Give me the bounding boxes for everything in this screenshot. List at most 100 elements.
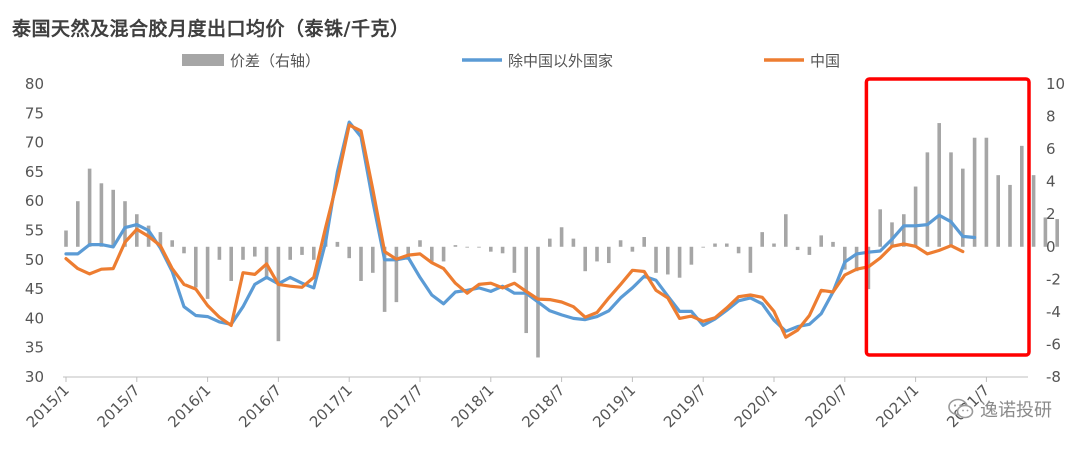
y-left-tick-label: 65 — [25, 163, 44, 181]
y-right-tick-label: -2 — [1046, 270, 1061, 288]
series-line-rest — [64, 120, 977, 333]
legend-swatch-bar — [182, 54, 224, 66]
x-tick-label: 2021/1 — [872, 381, 922, 431]
legend: 价差（右轴） 除中国以外国家 中国 — [182, 52, 840, 70]
diff-bar — [984, 137, 989, 247]
diff-bar — [441, 246, 446, 262]
diff-bar — [878, 209, 882, 247]
diff-bar — [394, 246, 399, 303]
diff-bar — [312, 246, 316, 260]
y-right-tick-label: 4 — [1046, 173, 1056, 191]
diff-bar — [559, 227, 564, 247]
diff-bar — [748, 246, 753, 273]
y-right-tick-label: 6 — [1046, 140, 1056, 158]
diff-bar — [1020, 145, 1024, 247]
diff-bar — [276, 246, 281, 342]
x-tick-label: 2018/1 — [448, 381, 498, 431]
diff-bar — [465, 246, 469, 248]
diff-bar — [500, 246, 505, 254]
y-left-tick-label: 80 — [25, 75, 44, 93]
diff-bar — [736, 246, 741, 254]
diff-bar — [123, 201, 127, 247]
diff-bar — [229, 246, 233, 281]
diff-bar — [170, 240, 174, 247]
diff-bar — [87, 168, 92, 247]
x-tick-label: 2016/7 — [235, 381, 285, 431]
diff-bar — [902, 214, 906, 247]
diff-bar — [489, 246, 493, 252]
x-tick-label: 2017/1 — [306, 381, 356, 431]
diff-bar — [607, 246, 611, 264]
diff-bar — [194, 246, 198, 288]
x-tick-label: 2016/1 — [164, 381, 214, 431]
diff-bar — [406, 246, 410, 260]
diff-bar — [371, 246, 375, 273]
legend-label-china: 中国 — [810, 52, 840, 70]
diff-bar — [937, 123, 941, 247]
diff-bar — [890, 222, 894, 247]
diff-bar — [64, 230, 68, 247]
diff-bar — [217, 246, 222, 260]
y-right-tick-label: -8 — [1046, 368, 1061, 386]
diff-bar — [583, 246, 587, 272]
x-tick-label: 2017/7 — [377, 381, 427, 431]
x-tick-label: 2019/1 — [589, 381, 639, 431]
y-right-tick-label: 0 — [1046, 238, 1056, 256]
diff-bar — [677, 246, 682, 278]
diff-bar — [795, 246, 800, 251]
y-right-tick-label: 10 — [1046, 75, 1065, 93]
diff-bar — [111, 189, 115, 247]
diff-bar — [760, 232, 764, 247]
axes: 30 35 40 45 50 55 60 65 70 75 80 -8 -6 -4 -2 0 2 4 6 8 10 201… — [23, 75, 1065, 431]
x-tick-label: 2015/1 — [23, 381, 73, 431]
legend-label-rest: 除中国以外国家 — [508, 52, 613, 70]
diff-bar — [382, 246, 387, 312]
series-line-china — [64, 123, 965, 339]
diff-bar — [359, 246, 363, 281]
legend-label-diff: 价差（右轴） — [230, 52, 320, 70]
y-left-tick-label: 60 — [25, 192, 44, 210]
diff-bar — [949, 152, 953, 247]
diff-bar — [1031, 175, 1036, 247]
diff-bar — [335, 241, 340, 247]
diff-bar — [772, 243, 776, 247]
diff-bar — [689, 246, 694, 265]
diff-bar — [300, 246, 304, 255]
diff-bar — [241, 246, 245, 260]
y-right-tick-label: 8 — [1046, 108, 1056, 126]
watermark: 逸诺投研 — [948, 396, 1052, 422]
diff-bar — [453, 245, 458, 247]
chart-title: 泰国天然及混合胶月度出口均价（泰铢/千克） — [12, 18, 410, 40]
diff-bar — [477, 246, 481, 248]
diff-bar — [913, 186, 918, 247]
diff-bar — [843, 246, 847, 270]
diff-bar — [630, 246, 635, 252]
diff-bar — [701, 246, 705, 248]
diff-bar — [99, 183, 104, 247]
diff-bar — [713, 243, 717, 247]
diff-bar — [347, 246, 351, 259]
highlight-box-layer — [864, 77, 1031, 357]
diff-bar — [819, 235, 823, 247]
wechat-icon — [948, 398, 974, 419]
y-left-tick-label: 40 — [25, 309, 44, 327]
x-tick-label: 2018/7 — [518, 381, 568, 431]
diff-bar — [158, 232, 163, 247]
y-left-tick-label: 55 — [25, 222, 44, 240]
diff-bar — [972, 137, 977, 247]
diff-bar — [784, 214, 788, 247]
diff-bar — [925, 152, 930, 247]
diff-bar — [961, 168, 965, 247]
diff-bar — [807, 246, 812, 255]
diff-bar — [264, 246, 269, 278]
diff-bar — [1043, 217, 1048, 247]
diff-bar — [1055, 219, 1059, 247]
diff-bar — [831, 241, 835, 247]
y-right-tick-label: -4 — [1046, 303, 1061, 321]
y-left-tick-label: 35 — [25, 339, 44, 357]
y-left-tick-label: 70 — [25, 134, 44, 152]
diff-bar — [654, 246, 658, 273]
diff-bar — [182, 246, 186, 254]
diff-bar — [253, 246, 257, 257]
